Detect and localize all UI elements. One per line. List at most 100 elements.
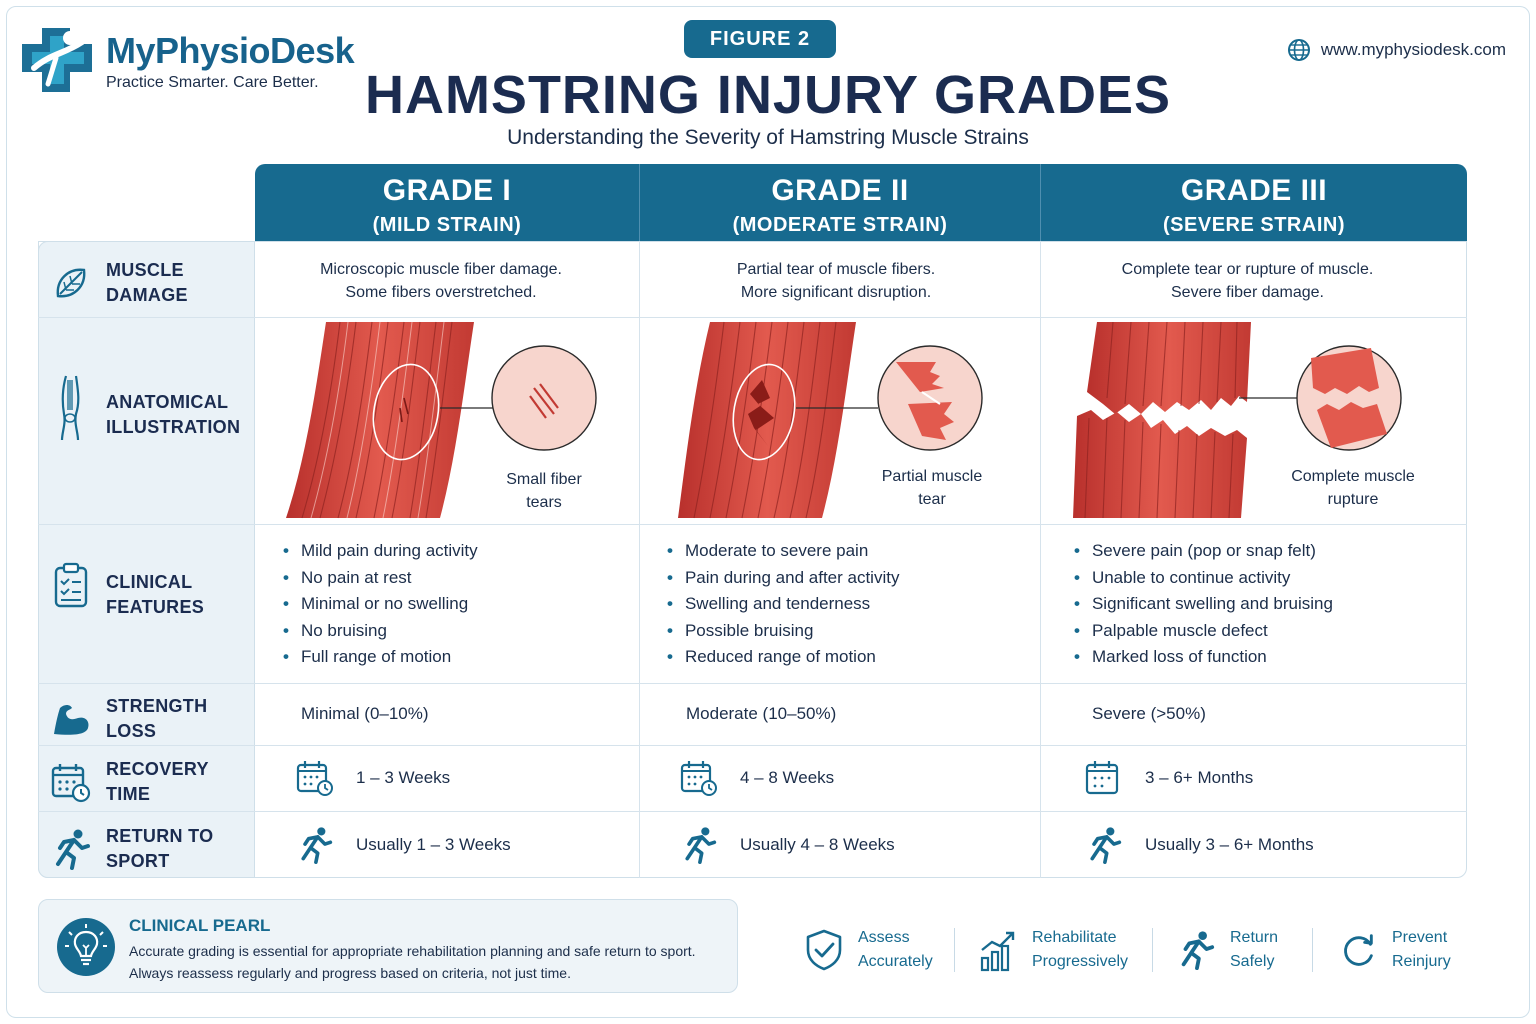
damage-line: Complete tear or rupture of muscle. bbox=[1121, 261, 1374, 278]
grade-3-title: GRADE III bbox=[1180, 174, 1328, 207]
lightbulb-icon bbox=[57, 918, 115, 976]
caption-line: Partial muscle bbox=[881, 468, 983, 485]
caption-line: Complete muscle bbox=[1291, 468, 1415, 485]
grade-1-return: Usually 1 – 3 Weeks bbox=[296, 826, 511, 864]
row-label-recovery: RECOVERY TIME bbox=[50, 757, 250, 807]
row-label-column bbox=[38, 241, 255, 878]
damage-line: More significant disruption. bbox=[740, 284, 932, 301]
grade-1-strain: (MILD STRAIN) bbox=[372, 214, 522, 236]
grade-3-header: GRADE III (SEVERE STRAIN) bbox=[1040, 164, 1467, 241]
row-label-clinical: CLINICAL FEATURES bbox=[50, 562, 250, 620]
action-rehabilitate: Rehabilitate Progressively bbox=[978, 926, 1128, 974]
grade-3-recovery: 3 – 6+ Months bbox=[1085, 759, 1253, 797]
divider bbox=[1152, 928, 1153, 972]
damage-line: Severe fiber damage. bbox=[1171, 284, 1324, 301]
list-item: Significant swelling and bruising bbox=[1074, 591, 1333, 618]
caption-line: tears bbox=[526, 494, 562, 511]
row-label-text: STRENGTH LOSS bbox=[106, 696, 208, 741]
grade-2-illustration-caption: Partial muscle tear bbox=[868, 465, 996, 511]
grade-1-damage: Microscopic muscle fiber damage. Some fi… bbox=[255, 258, 627, 304]
runner-icon bbox=[56, 829, 90, 870]
row-divider bbox=[38, 811, 1467, 812]
grade-3-damage: Complete tear or rupture of muscle. Seve… bbox=[1040, 258, 1467, 304]
grade-3-strength-loss: Severe (>50%) bbox=[1092, 704, 1206, 723]
grade-1-muscle-illustration bbox=[286, 321, 638, 519]
figure-badge: FIGURE 2 bbox=[684, 20, 836, 58]
grade-1-recovery: 1 – 3 Weeks bbox=[296, 759, 450, 797]
list-item: Possible bruising bbox=[667, 618, 899, 645]
clipboard-icon bbox=[54, 562, 88, 608]
list-item: Reduced range of motion bbox=[667, 644, 899, 671]
action-line: Assess bbox=[858, 929, 910, 946]
muscle-leaf-icon bbox=[56, 268, 86, 298]
logo-cross-icon bbox=[22, 28, 92, 92]
shield-check-icon bbox=[806, 929, 842, 971]
pearl-line: Accurate grading is essential for approp… bbox=[129, 943, 696, 959]
grade-2-features-list: Moderate to severe pain Pain during and … bbox=[667, 538, 900, 671]
pearl-line: Always reassess regularly and progress b… bbox=[129, 965, 571, 981]
runner-icon bbox=[301, 827, 333, 864]
calendar-clock-icon bbox=[51, 764, 91, 803]
grade-2-strain: (MODERATE STRAIN) bbox=[732, 214, 948, 236]
return-value: Usually 3 – 6+ Months bbox=[1145, 835, 1314, 854]
calendar-clock-icon bbox=[680, 761, 717, 796]
website-link[interactable]: www.myphysiodesk.com bbox=[1287, 38, 1506, 62]
leg-anatomy-icon bbox=[60, 375, 80, 441]
calendar-icon bbox=[1085, 761, 1119, 795]
flexed-bicep-icon bbox=[54, 705, 89, 735]
brand-name: MyPhysioDesk bbox=[106, 30, 355, 71]
list-item: Moderate to severe pain bbox=[667, 538, 899, 565]
grade-2-recovery: 4 – 8 Weeks bbox=[680, 759, 834, 797]
row-label-text: RETURN TO SPORT bbox=[106, 826, 214, 871]
row-label-line: ILLUSTRATION bbox=[106, 417, 241, 437]
row-label-line: ANATOMICAL bbox=[106, 392, 229, 412]
row-divider bbox=[38, 745, 1467, 746]
action-line: Progressively bbox=[1032, 953, 1129, 970]
grade-3-illustration-caption: Complete muscle rupture bbox=[1282, 465, 1424, 511]
runner-icon bbox=[1181, 931, 1215, 970]
row-label-line: FEATURES bbox=[106, 597, 205, 617]
list-item: Pain during and after activity bbox=[667, 565, 900, 592]
row-label-text: CLINICAL FEATURES bbox=[106, 570, 204, 620]
damage-line: Some fibers overstretched. bbox=[345, 284, 537, 301]
list-item: No pain at rest bbox=[283, 565, 478, 592]
action-text: Assess Accurately bbox=[858, 926, 933, 974]
grade-3-muscle-illustration bbox=[1073, 321, 1402, 519]
row-divider bbox=[38, 317, 1467, 318]
recovery-value: 4 – 8 Weeks bbox=[740, 768, 835, 787]
grade-2-title: GRADE II bbox=[771, 174, 909, 207]
grade-2-muscle-illustration bbox=[678, 321, 983, 519]
page-subtitle: Understanding the Severity of Hamstring … bbox=[507, 126, 1029, 149]
grade-2-header: GRADE II (MODERATE STRAIN) bbox=[639, 164, 1040, 241]
list-item: Swelling and tenderness bbox=[667, 591, 899, 618]
grade-3-features-list: Severe pain (pop or snap felt) Unable to… bbox=[1074, 538, 1333, 671]
runner-icon bbox=[685, 827, 717, 864]
action-line: Safely bbox=[1230, 953, 1275, 970]
action-text: Rehabilitate Progressively bbox=[1032, 926, 1128, 974]
action-text: Prevent Reinjury bbox=[1392, 926, 1451, 974]
grade-2-strength-loss: Moderate (10–50%) bbox=[686, 704, 837, 723]
action-line: Return bbox=[1230, 929, 1279, 946]
caption-line: Small fiber bbox=[506, 471, 582, 488]
grade-2-return: Usually 4 – 8 Weeks bbox=[680, 826, 895, 864]
runner-icon bbox=[1090, 827, 1122, 864]
caption-line: tear bbox=[918, 491, 946, 508]
page-frame bbox=[6, 6, 1530, 1018]
website-text: www.myphysiodesk.com bbox=[1320, 40, 1506, 59]
row-divider bbox=[38, 683, 1467, 684]
action-line: Rehabilitate bbox=[1032, 929, 1117, 946]
grade-1-features-list: Mild pain during activity No pain at res… bbox=[283, 538, 478, 671]
return-value: Usually 4 – 8 Weeks bbox=[740, 835, 895, 854]
action-line: Prevent bbox=[1392, 929, 1448, 946]
divider bbox=[1312, 928, 1313, 972]
column-divider bbox=[639, 241, 640, 878]
row-label-muscle-damage: MUSCLE DAMAGE bbox=[50, 258, 250, 308]
row-label-line: CLINICAL bbox=[106, 572, 193, 592]
row-label-strength: STRENGTH LOSS bbox=[50, 694, 250, 744]
list-item: Unable to continue activity bbox=[1074, 565, 1333, 592]
grade-1-header: GRADE I (MILD STRAIN) bbox=[255, 164, 639, 241]
action-assess: Assess Accurately bbox=[804, 926, 933, 974]
grade-1-title: GRADE I bbox=[382, 174, 512, 207]
list-item: Marked loss of function bbox=[1074, 644, 1333, 671]
grade-1-illustration-caption: Small fiber tears bbox=[484, 468, 604, 514]
